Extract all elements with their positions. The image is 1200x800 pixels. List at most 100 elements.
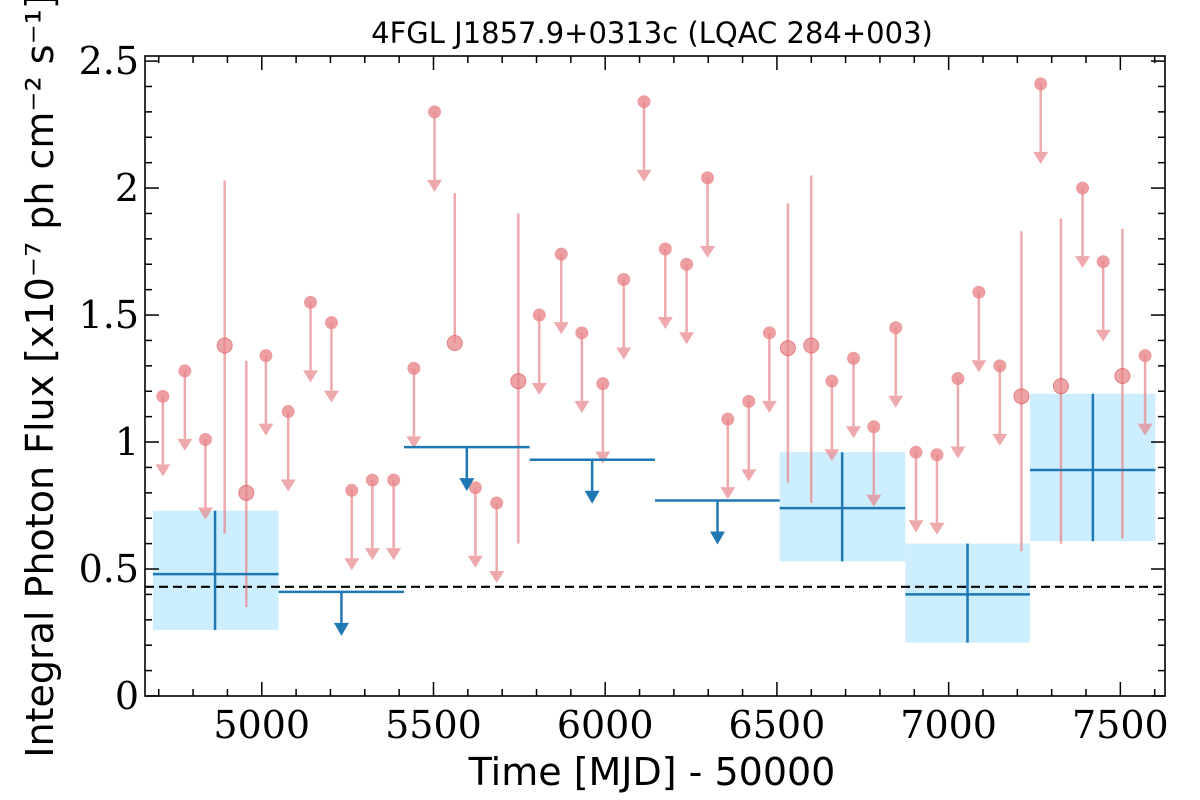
y-tick-label: 0.5	[79, 547, 139, 591]
upper-limit-arrowhead	[344, 558, 360, 571]
upper-limit-arrowhead	[553, 322, 569, 335]
upper-limit-arrowhead	[177, 438, 193, 451]
long-bin-upper-limit	[459, 447, 475, 492]
short-bin-upper-limit	[531, 315, 547, 396]
plot-frame	[144, 55, 1166, 697]
short-bin-upper-limit-marker	[721, 412, 735, 426]
y-tick-label: 2.5	[79, 39, 139, 83]
short-bin-detection-point	[1052, 378, 1069, 395]
upper-limit-arrowhead	[636, 169, 652, 182]
x-axis-label: Time [MJD] - 50000	[468, 750, 836, 794]
short-bin-upper-limit	[636, 101, 652, 182]
x-tick-label: 5500	[385, 703, 482, 747]
short-bin-upper-limit	[657, 249, 673, 330]
short-bin-upper-limit-marker	[889, 321, 903, 335]
short-bin-upper-limit-marker	[1034, 77, 1048, 91]
y-axis-label: Integral Photon Flux [x10⁻⁷ ph cm⁻² s⁻¹]	[18, 0, 62, 758]
short-bin-detection-point	[779, 340, 796, 357]
short-bin-upper-limit-marker	[387, 473, 401, 487]
short-bin-upper-limit-marker	[1096, 255, 1110, 269]
short-bin-upper-limit	[950, 378, 966, 459]
short-bin-upper-limit-marker	[468, 481, 482, 495]
short-bin-upper-limit-marker	[680, 257, 694, 271]
upper-limit-arrowhead	[866, 494, 882, 507]
short-bin-upper-limit-marker	[554, 247, 568, 261]
upper-limit-arrowhead	[574, 400, 590, 413]
short-bin-upper-limit-marker	[428, 105, 442, 119]
short-bin-upper-limit-marker	[972, 285, 986, 299]
upper-limit-arrowhead	[531, 383, 547, 396]
x-tick-label: 5000	[213, 703, 310, 747]
short-bin-upper-limit	[280, 411, 296, 492]
upper-limit-arrowhead	[710, 531, 726, 545]
upper-limit-arrowhead	[323, 390, 339, 403]
short-bin-upper-limit	[761, 332, 777, 413]
short-bin-upper-limit	[364, 480, 380, 561]
short-bin-upper-limit	[574, 332, 590, 413]
short-bin-upper-limit-marker	[281, 405, 295, 419]
short-bin-upper-limit	[824, 381, 840, 462]
upper-limit-arrowhead	[1075, 256, 1091, 269]
short-bin-upper-limit-marker	[490, 496, 504, 510]
upper-limit-arrowhead	[459, 478, 475, 492]
short-bin-upper-limit-marker	[701, 171, 715, 185]
upper-limit-arrowhead	[155, 464, 171, 477]
long-bin-upper-limit	[584, 459, 600, 504]
short-bin-upper-limit	[303, 302, 319, 383]
short-bin-upper-limit	[155, 396, 171, 477]
short-bin-upper-limit	[741, 401, 757, 482]
upper-limit-arrowhead	[1095, 329, 1111, 342]
short-bin-upper-limit-marker	[532, 308, 546, 322]
x-tick-label: 7000	[900, 703, 997, 747]
short-bin-upper-limit-marker	[867, 420, 881, 434]
short-bin-upper-limit	[992, 365, 1008, 446]
upper-limit-arrowhead	[364, 548, 380, 561]
short-bin-upper-limit	[1075, 188, 1091, 269]
upper-limit-arrowhead	[761, 400, 777, 413]
short-bin-upper-limit	[866, 426, 882, 507]
axis-ticks: 5000 5500 6000 6500 7000 7500 0 0.5 1 1.5 2 2.5	[79, 39, 1169, 747]
short-bin-upper-limit	[846, 358, 862, 439]
short-bin-upper-limit	[323, 322, 339, 403]
x-tick-label: 6000	[557, 703, 654, 747]
long-bin-upper-limit	[333, 591, 349, 636]
x-tick-label: 6500	[729, 703, 826, 747]
short-bin-upper-limit-marker	[909, 445, 923, 459]
upper-limit-arrowhead	[992, 433, 1008, 446]
short-bin-upper-limit-marker	[345, 483, 359, 497]
short-bin-upper-limit	[489, 502, 505, 583]
upper-limit-arrowhead	[741, 469, 757, 482]
short-bin-upper-limit	[553, 254, 569, 335]
upper-limit-arrowhead	[1033, 151, 1049, 164]
x-tick-label: 7500	[1072, 703, 1169, 747]
y-tick-label: 2	[115, 166, 139, 210]
y-tick-label: 1	[115, 420, 139, 464]
short-bin-detection-point	[1013, 388, 1030, 405]
short-bin-upper-limit	[177, 370, 193, 451]
short-bin-upper-limit	[679, 264, 695, 345]
upper-limit-arrowhead	[720, 487, 736, 500]
short-bin-upper-limit	[908, 452, 924, 533]
y-tick-label: 1.5	[79, 293, 139, 337]
upper-limit-arrowhead	[584, 490, 600, 504]
short-bin-upper-limit-marker	[847, 351, 861, 365]
short-bin-upper-limit-marker	[825, 374, 839, 388]
long-bin-upper-limit	[710, 500, 726, 545]
upper-limit-arrowhead	[700, 245, 716, 258]
short-bin-upper-limit-marker	[1138, 349, 1152, 363]
short-bin-upper-limit	[929, 454, 945, 535]
short-bin-upper-limit	[467, 487, 483, 568]
upper-limit-arrowhead	[467, 555, 483, 568]
upper-limit-arrowhead	[950, 446, 966, 459]
short-bin-upper-limit-marker	[762, 326, 776, 340]
short-bin-detection-point	[216, 337, 233, 354]
upper-limit-arrowhead	[280, 479, 296, 492]
upper-limit-arrowhead	[908, 520, 924, 533]
upper-limit-arrowhead	[657, 317, 673, 330]
short-bin-upper-limit	[1137, 355, 1153, 436]
upper-limit-arrowhead	[824, 449, 840, 462]
upper-limit-arrowhead	[616, 347, 632, 360]
upper-limit-arrowhead	[386, 548, 402, 561]
short-bin-upper-limit-marker	[365, 473, 379, 487]
